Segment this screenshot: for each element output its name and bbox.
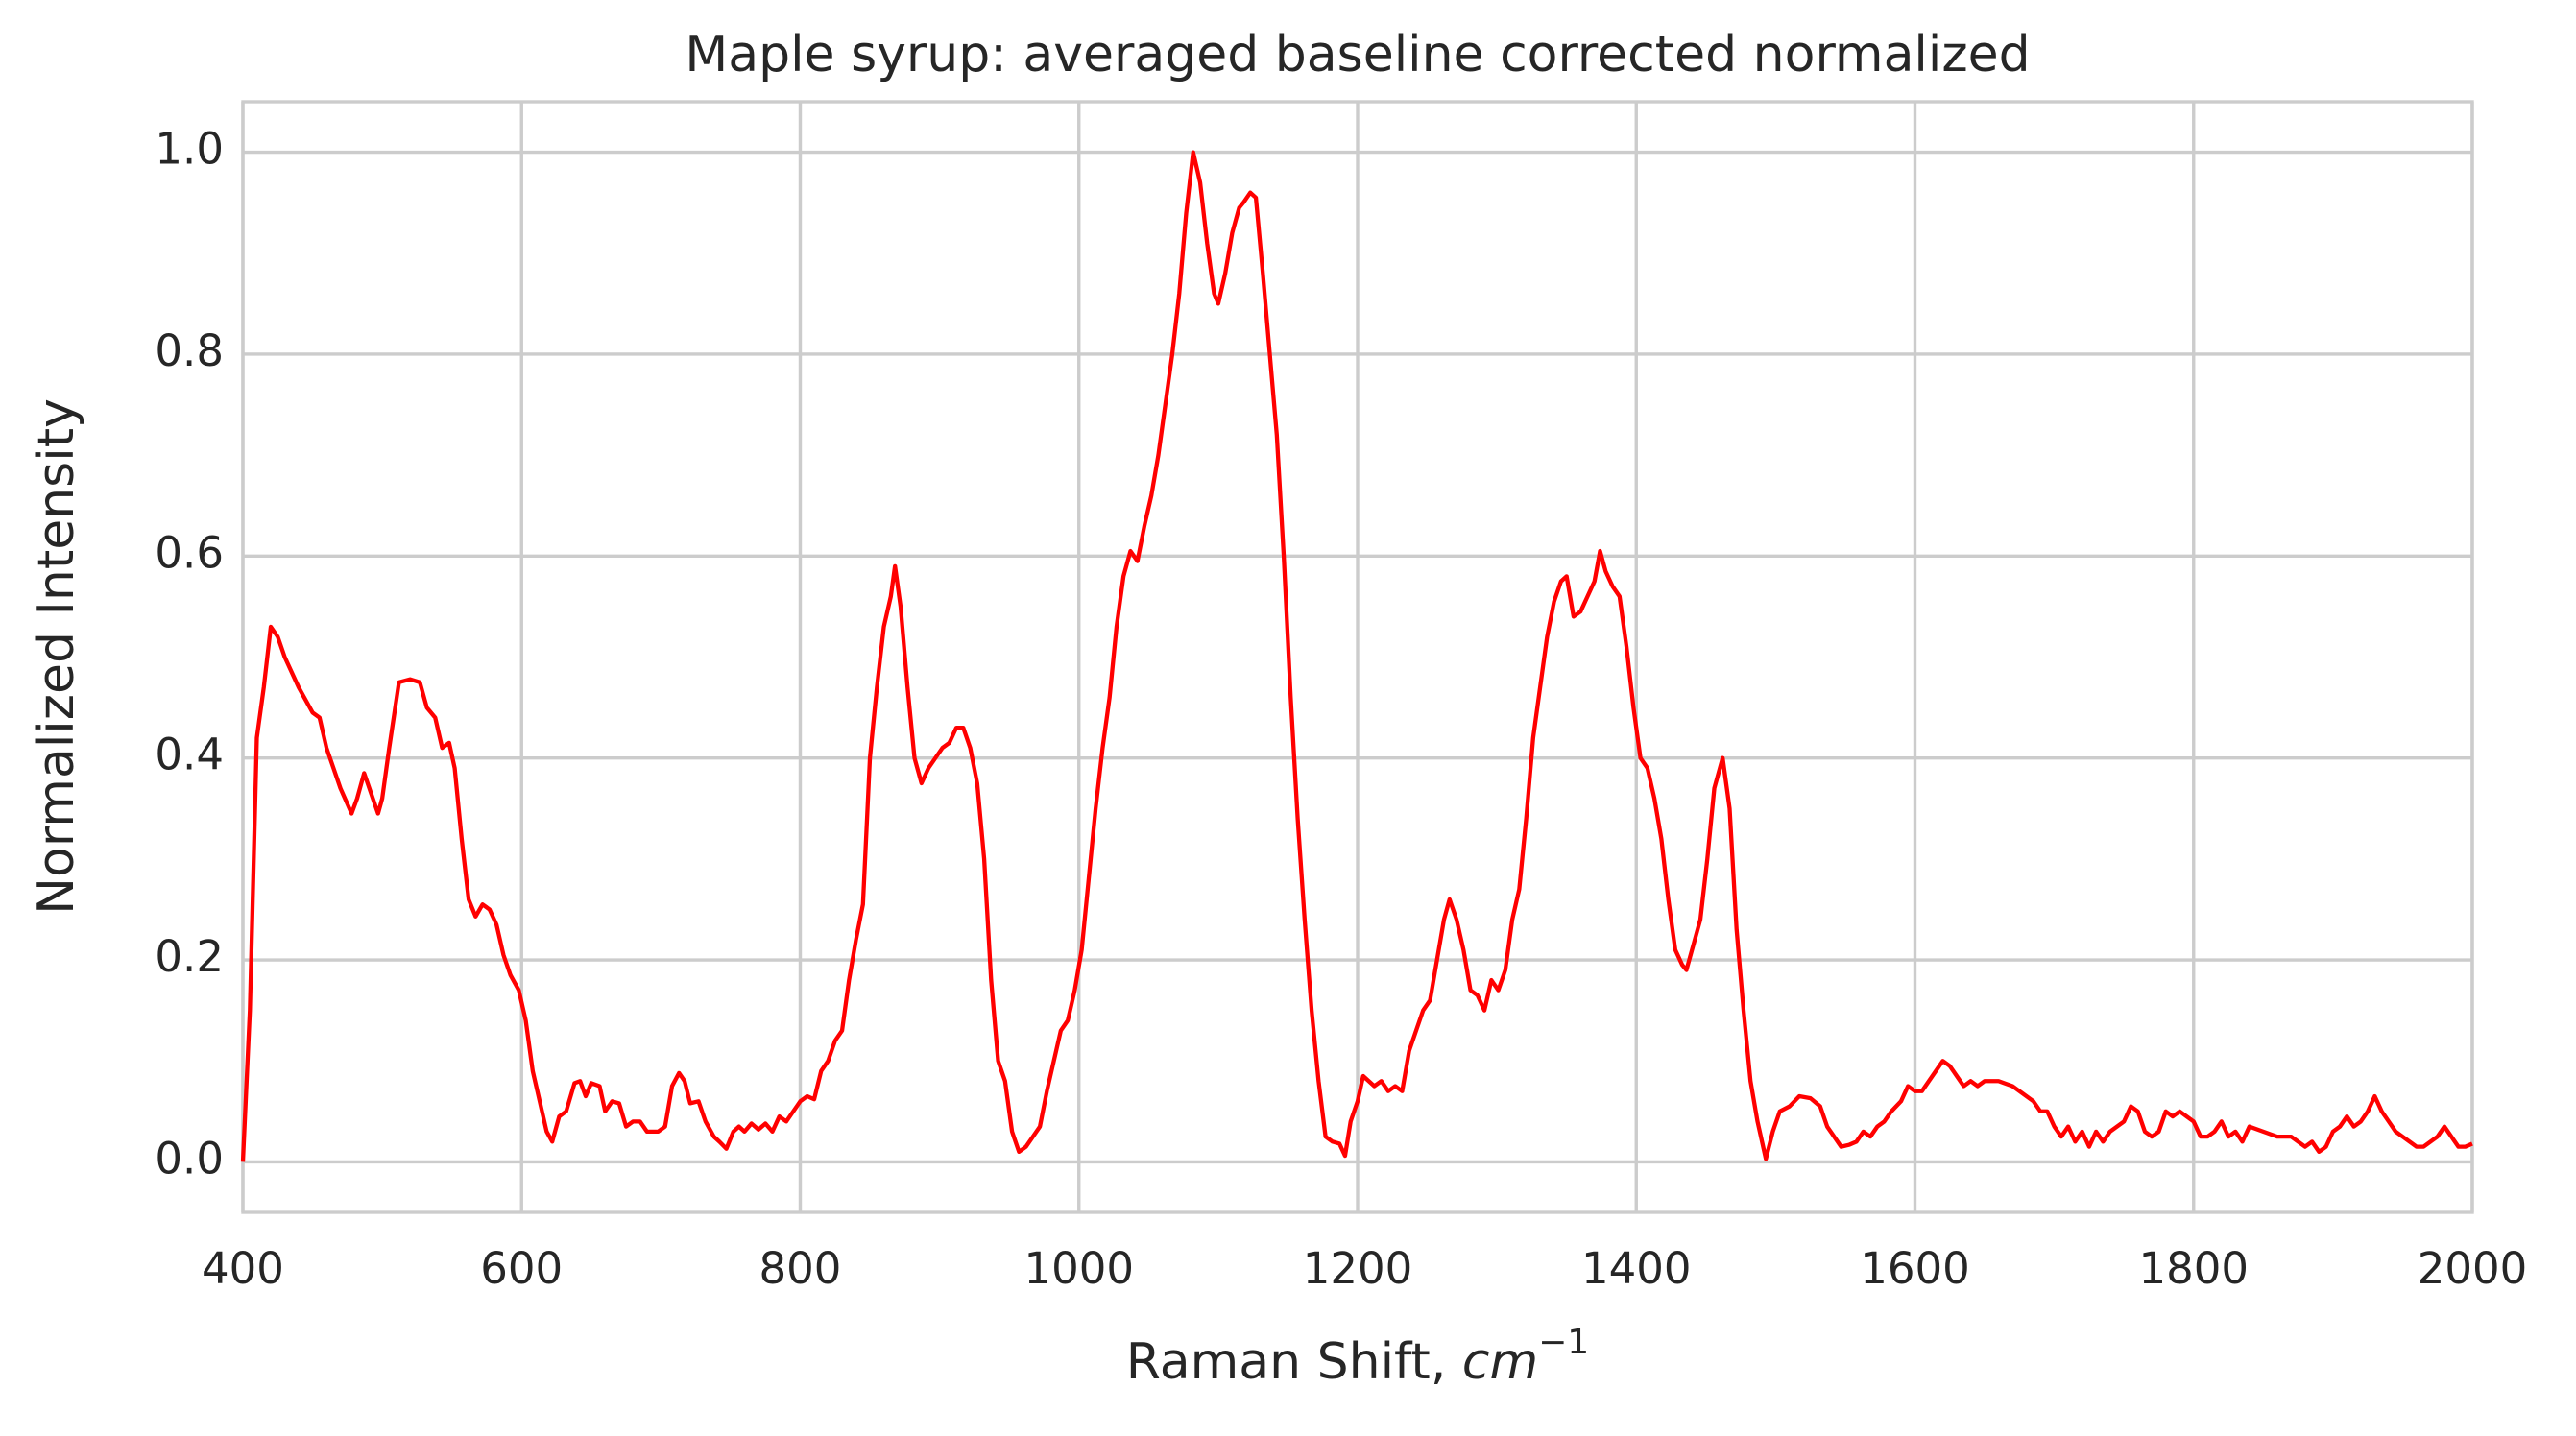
x-tick-label: 400 xyxy=(202,1243,284,1294)
y-axis-label: Normalized Intensity xyxy=(28,398,85,915)
x-tick-label: 2000 xyxy=(2418,1243,2528,1294)
y-tick-label: 0.8 xyxy=(155,325,224,376)
y-tick-label: 0.2 xyxy=(155,931,224,982)
x-axis-unit: cm xyxy=(1462,1333,1538,1391)
y-tick-label: 0.4 xyxy=(155,730,224,780)
y-tick-label: 0.6 xyxy=(155,527,224,578)
x-tick-label: 1800 xyxy=(2138,1243,2249,1294)
chart-title: Maple syrup: averaged baseline corrected… xyxy=(685,26,2030,84)
x-tick-label: 1200 xyxy=(1303,1243,1413,1294)
x-axis-label: Raman Shift, cm−1 xyxy=(1126,1323,1589,1391)
plot-frame xyxy=(241,100,2474,1214)
x-tick-label: 600 xyxy=(480,1243,563,1294)
y-tick-label: 1.0 xyxy=(155,124,224,175)
x-axis-label-text: Raman Shift, xyxy=(1126,1333,1447,1391)
x-axis-unit-exponent: −1 xyxy=(1538,1323,1589,1362)
x-tick-label: 800 xyxy=(759,1243,842,1294)
x-tick-label: 1400 xyxy=(1581,1243,1692,1294)
data-line xyxy=(240,150,2473,1162)
x-tick-label: 1000 xyxy=(1023,1243,1134,1294)
x-tick-label: 1600 xyxy=(1860,1243,1970,1294)
y-tick-label: 0.0 xyxy=(155,1133,224,1184)
